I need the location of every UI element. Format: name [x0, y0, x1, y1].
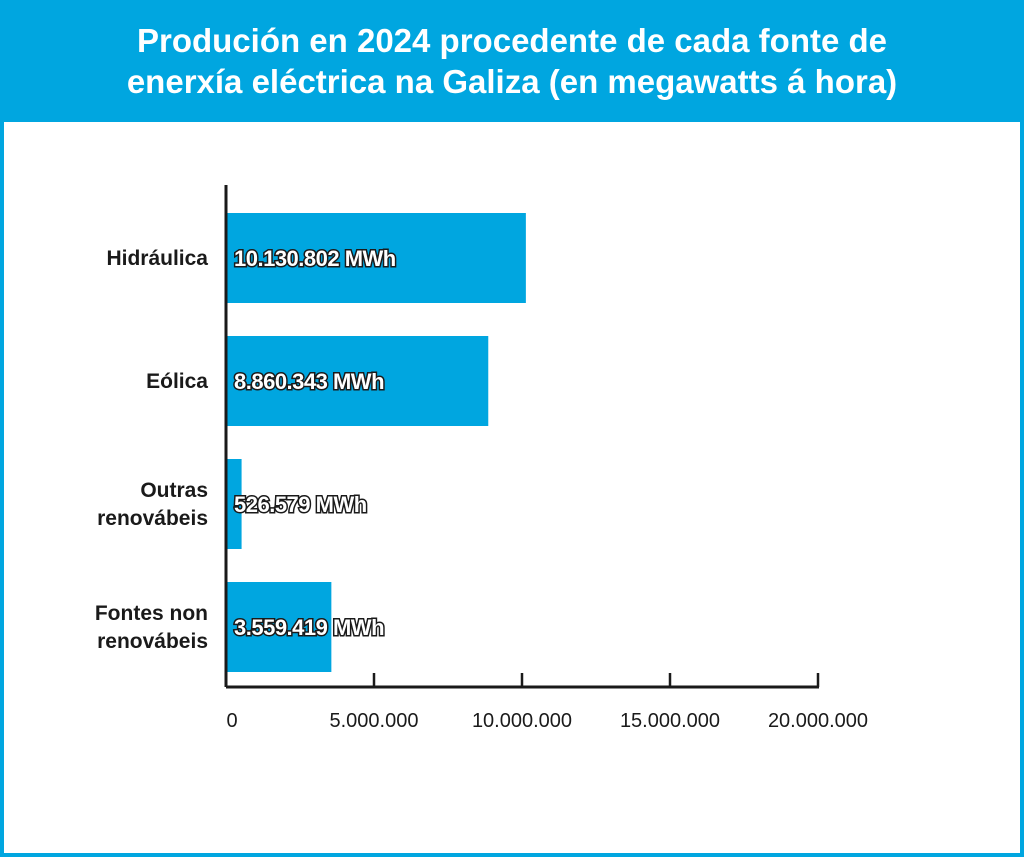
bar [226, 213, 526, 303]
bar [226, 459, 242, 549]
category-label: Hidráulica [106, 247, 208, 270]
bar-chart: 0 5.000.000 10.000.000 15.000.000 20.000.000… [95, 185, 868, 732]
x-tick-label: 5.000.000 [330, 710, 419, 732]
bar [226, 582, 332, 672]
data-label: 8.860.343 MWh [234, 369, 384, 394]
chart-header: Produción en 2024 procedente de cada fon… [4, 0, 1020, 122]
x-tick-label: 10.000.000 [472, 710, 572, 732]
data-label: 526.579 MWh [234, 492, 367, 517]
category-label: Outras renovábeis [97, 479, 208, 530]
bar [226, 336, 489, 426]
chart-panel: 0 5.000.000 10.000.000 15.000.000 20.000.000… [4, 122, 1020, 853]
x-tick-label: 15.000.000 [620, 710, 720, 732]
data-label: 10.130.802 MWh [234, 246, 396, 271]
category-label: Eólica [146, 370, 208, 393]
x-tick-label: 20.000.000 [768, 710, 868, 732]
data-label: 3.559.419 MWh [234, 615, 384, 640]
category-label: Fontes non renovábeis [95, 602, 208, 653]
chart-title: Produción en 2024 procedente de cada fon… [126, 22, 898, 100]
x-tick-label: 0 [226, 710, 237, 732]
